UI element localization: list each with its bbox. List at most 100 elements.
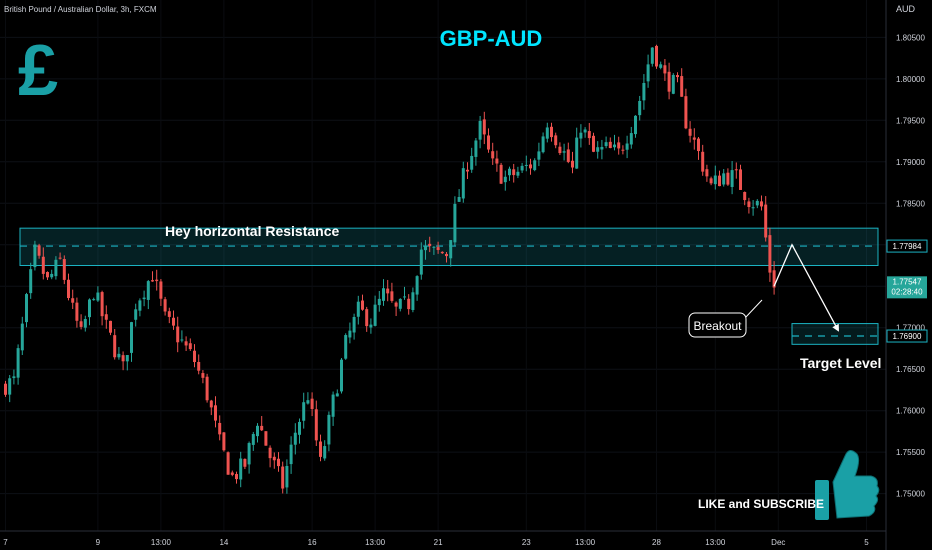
candle-body bbox=[319, 441, 322, 457]
candle-body bbox=[524, 164, 528, 166]
candle-body bbox=[226, 452, 230, 475]
candle-body bbox=[268, 447, 272, 459]
candle-body bbox=[663, 65, 667, 74]
candle-body bbox=[495, 158, 499, 164]
candle-body bbox=[478, 120, 482, 140]
x-tick-label: 28 bbox=[652, 538, 661, 547]
candle-body bbox=[676, 75, 679, 78]
candle-body bbox=[88, 299, 91, 318]
candle-body bbox=[125, 355, 129, 362]
candle-body bbox=[592, 135, 595, 152]
candle-body bbox=[697, 138, 700, 152]
candle-body bbox=[256, 425, 259, 437]
candle-body bbox=[743, 192, 747, 201]
candle-body bbox=[235, 474, 238, 480]
candle-body bbox=[713, 175, 717, 185]
x-tick-label: 13:00 bbox=[705, 538, 726, 547]
candle-body bbox=[142, 297, 146, 300]
x-tick-label: 7 bbox=[3, 538, 8, 547]
candle-body bbox=[62, 259, 66, 280]
resistance-label: Hey horizontal Resistance bbox=[165, 223, 339, 239]
candle-body bbox=[499, 164, 503, 184]
candle-body bbox=[503, 176, 507, 183]
candle-body bbox=[277, 458, 280, 467]
candle-body bbox=[289, 444, 293, 465]
candle-body bbox=[667, 71, 671, 92]
y-tick-label: 1.80000 bbox=[896, 75, 925, 84]
candle-body bbox=[688, 128, 692, 136]
candle-body bbox=[121, 355, 125, 362]
candle-body bbox=[25, 294, 28, 323]
candle-body bbox=[96, 292, 100, 301]
last-price-tag: 1.77547 02:28:40 bbox=[887, 276, 927, 299]
candle-body bbox=[243, 458, 247, 467]
candle-body bbox=[356, 301, 360, 317]
candle-body bbox=[209, 400, 213, 408]
candle-body bbox=[705, 169, 709, 177]
candle-body bbox=[4, 383, 7, 395]
thumbs-up-icon bbox=[815, 450, 880, 520]
candle-body bbox=[571, 160, 574, 168]
candle-body bbox=[617, 142, 621, 149]
candle-body bbox=[184, 341, 188, 346]
candle-body bbox=[155, 279, 159, 282]
candle-body bbox=[579, 132, 583, 139]
candle-body bbox=[512, 169, 516, 176]
candle-body bbox=[323, 446, 327, 459]
candle-body bbox=[79, 321, 83, 327]
candle-body bbox=[20, 323, 24, 351]
candle-body bbox=[558, 146, 562, 154]
candle-body bbox=[613, 144, 616, 148]
candle-body bbox=[54, 259, 58, 277]
candle-body bbox=[310, 398, 314, 409]
candle-body bbox=[760, 201, 763, 207]
breakout-box bbox=[688, 312, 747, 338]
candle-body bbox=[188, 343, 192, 350]
breakout-pointer bbox=[744, 299, 763, 319]
candle-body bbox=[529, 164, 532, 169]
candle-body bbox=[197, 361, 201, 371]
candle-body bbox=[159, 281, 163, 299]
candle-body bbox=[41, 256, 45, 274]
candle-body bbox=[327, 414, 331, 445]
candle-body bbox=[130, 322, 133, 353]
candle-body bbox=[172, 317, 175, 326]
x-tick-label: 13:00 bbox=[365, 538, 386, 547]
candle-body bbox=[92, 299, 96, 301]
y-tick-label: 1.75500 bbox=[896, 448, 925, 457]
candle-body bbox=[104, 314, 108, 320]
candle-body bbox=[470, 155, 474, 170]
candle-body bbox=[214, 405, 217, 421]
candle-body bbox=[163, 299, 167, 312]
candle-body bbox=[747, 201, 751, 208]
y-tick-label: 1.79500 bbox=[896, 116, 925, 125]
candle-body bbox=[33, 244, 37, 268]
candle-body bbox=[113, 335, 117, 358]
resistance-zone bbox=[19, 227, 879, 266]
resistance-price-tag: 1.77984 bbox=[886, 239, 928, 253]
candle-body bbox=[730, 170, 734, 187]
candle-body bbox=[314, 409, 318, 441]
candle-body bbox=[58, 257, 62, 259]
candle-body bbox=[461, 168, 465, 199]
candle-body bbox=[474, 140, 478, 157]
candle-body bbox=[331, 394, 335, 417]
candle-body bbox=[638, 100, 642, 116]
candle-body bbox=[348, 330, 352, 338]
candle-body bbox=[424, 246, 427, 251]
candle-body bbox=[768, 235, 772, 273]
candle-body bbox=[146, 281, 150, 300]
x-tick-label: Dec bbox=[771, 538, 785, 547]
projection-arrowhead bbox=[832, 323, 839, 332]
candle-body bbox=[411, 292, 415, 310]
candle-body bbox=[554, 135, 558, 146]
candle-body bbox=[734, 169, 738, 171]
candle-body bbox=[583, 129, 587, 133]
candle-body bbox=[726, 172, 730, 185]
svg-text:£: £ bbox=[18, 31, 58, 111]
currency-label: AUD bbox=[896, 4, 916, 14]
candle-body bbox=[625, 143, 629, 150]
candle-body bbox=[8, 378, 12, 395]
candle-body bbox=[167, 311, 171, 317]
candle-body bbox=[302, 402, 306, 421]
